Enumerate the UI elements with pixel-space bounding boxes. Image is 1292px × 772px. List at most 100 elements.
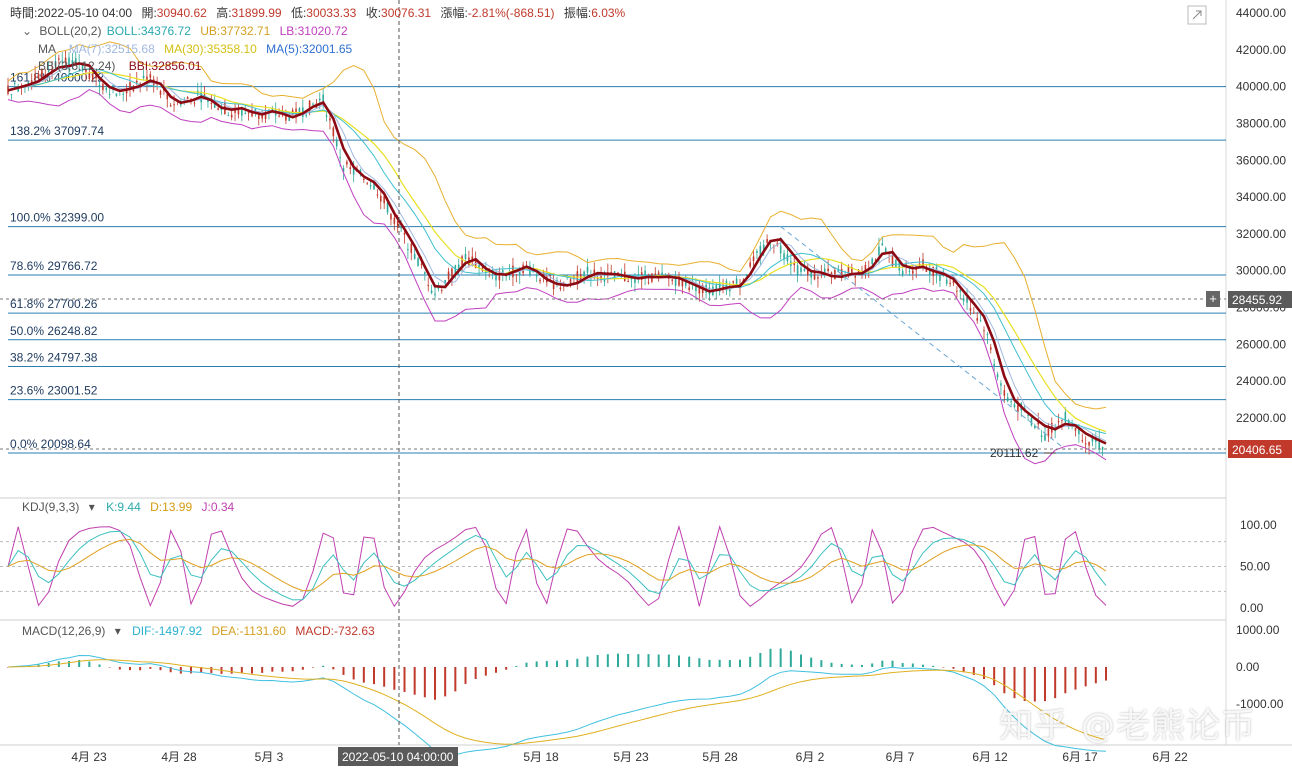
candle-body	[420, 263, 423, 265]
macd-histogram-bar	[637, 654, 640, 667]
candle-body	[135, 80, 138, 83]
candle-body	[1057, 421, 1060, 423]
candle-body	[13, 82, 16, 84]
macd-histogram-bar	[545, 660, 548, 667]
time-tick-label: 4月 23	[71, 750, 107, 764]
candle-body	[884, 248, 887, 253]
macd-histogram-bar	[566, 660, 569, 667]
time-tick-label: 5月 23	[613, 750, 649, 764]
price-tick-label: 26000.00	[1236, 337, 1286, 351]
candle-body	[74, 58, 77, 64]
candle-body	[1044, 434, 1046, 441]
candle-body	[1003, 390, 1006, 396]
macd-histogram-bar	[556, 660, 558, 667]
candle-body	[678, 276, 680, 286]
macd-histogram-bar	[525, 662, 528, 667]
macd-histogram-bar	[1105, 667, 1107, 681]
candle-body	[339, 157, 341, 159]
candle-body	[478, 264, 480, 269]
candle-body	[1061, 419, 1063, 421]
macd-histogram-bar	[1003, 667, 1006, 694]
time-tick-label: 6月 22	[1152, 750, 1188, 764]
candle-body	[840, 268, 843, 276]
fib-label: 100.0% 32399.00	[10, 211, 104, 225]
candle-body	[91, 74, 94, 80]
time-axis: 4月 23 4月 28 5月 3 5月 18 5月 23 5月 28 6月 2 6月 7 6月 …	[71, 750, 1188, 764]
macd-dea-line	[7, 659, 1107, 745]
macd-histogram-bar	[464, 667, 467, 684]
candle-body	[125, 90, 128, 94]
candle-body	[922, 259, 924, 267]
candle-body	[288, 115, 291, 121]
macd-histogram-bar	[383, 667, 386, 687]
macd-histogram-bar	[495, 667, 497, 673]
candle-body	[305, 114, 308, 116]
candle-body	[745, 274, 748, 276]
macd-histogram-bar	[230, 667, 233, 674]
time-tick-label: 6月 7	[886, 750, 915, 764]
macd-histogram-bar	[301, 667, 304, 670]
candle-body	[552, 281, 555, 290]
candle-body	[440, 289, 443, 291]
candle-body	[434, 293, 436, 296]
candle-body	[102, 83, 104, 91]
candle-body	[912, 270, 914, 274]
candle-body	[1023, 407, 1026, 409]
macd-histogram-bar	[108, 667, 111, 668]
macd-histogram-bar	[403, 667, 406, 692]
candle-body	[464, 253, 467, 259]
macd-histogram-bar	[78, 659, 81, 667]
macd-histogram-bar	[688, 656, 691, 667]
candle-body	[1081, 440, 1084, 442]
candle-body	[559, 287, 562, 290]
candle-body	[891, 255, 894, 267]
fib-label: 78.6% 29766.72	[10, 259, 98, 273]
candle-body	[644, 270, 646, 278]
kdj-k-line	[7, 530, 1107, 601]
candle-body	[569, 279, 572, 283]
macd-histogram-bar	[728, 660, 731, 667]
candle-body	[173, 104, 175, 106]
macd-histogram-bar	[911, 663, 914, 667]
candle-body	[257, 115, 260, 119]
candle-body	[213, 100, 216, 108]
candle-body	[1010, 401, 1012, 403]
macd-histogram-bar	[393, 667, 396, 690]
candle-body	[823, 268, 826, 274]
candle-body	[759, 246, 762, 256]
svg-text:28455.92: 28455.92	[1232, 293, 1282, 307]
candle-body	[895, 259, 897, 268]
candle-body	[779, 245, 782, 254]
macd-histogram-bar	[576, 658, 579, 667]
price-tick-label: 38000.00	[1236, 116, 1286, 130]
macd-histogram-bar	[7, 667, 9, 668]
macd-histogram-bar	[271, 667, 274, 672]
macd-histogram-bar	[871, 663, 874, 667]
candle-body	[854, 275, 857, 278]
candle-body	[461, 256, 463, 267]
macd-histogram-bar	[352, 667, 355, 680]
candle-body	[518, 269, 521, 276]
candle-body	[403, 232, 406, 235]
macd-tick-label: 1000.00	[1236, 623, 1280, 637]
time-tick-label: 5月 28	[702, 750, 738, 764]
macd-histogram-bar	[1084, 667, 1087, 687]
indicator-lines	[7, 41, 1107, 465]
candle-body	[88, 72, 91, 79]
candle-body	[413, 253, 416, 259]
macd-tick-label: 0.00	[1236, 660, 1260, 674]
candle-body	[95, 74, 97, 79]
expand-icon[interactable]	[1187, 5, 1207, 25]
candle-body	[366, 183, 369, 185]
candle-body	[393, 217, 396, 224]
candle-body	[410, 243, 413, 253]
candle-body	[342, 168, 345, 173]
time-tick-label: 6月 12	[972, 750, 1008, 764]
macd-histogram-bar	[444, 667, 447, 697]
macd-histogram-bar	[901, 663, 904, 667]
macd-histogram-bar	[840, 663, 843, 667]
macd-histogram-bar	[800, 654, 802, 667]
candle-body	[901, 270, 904, 276]
macd-histogram-bar	[942, 667, 945, 668]
